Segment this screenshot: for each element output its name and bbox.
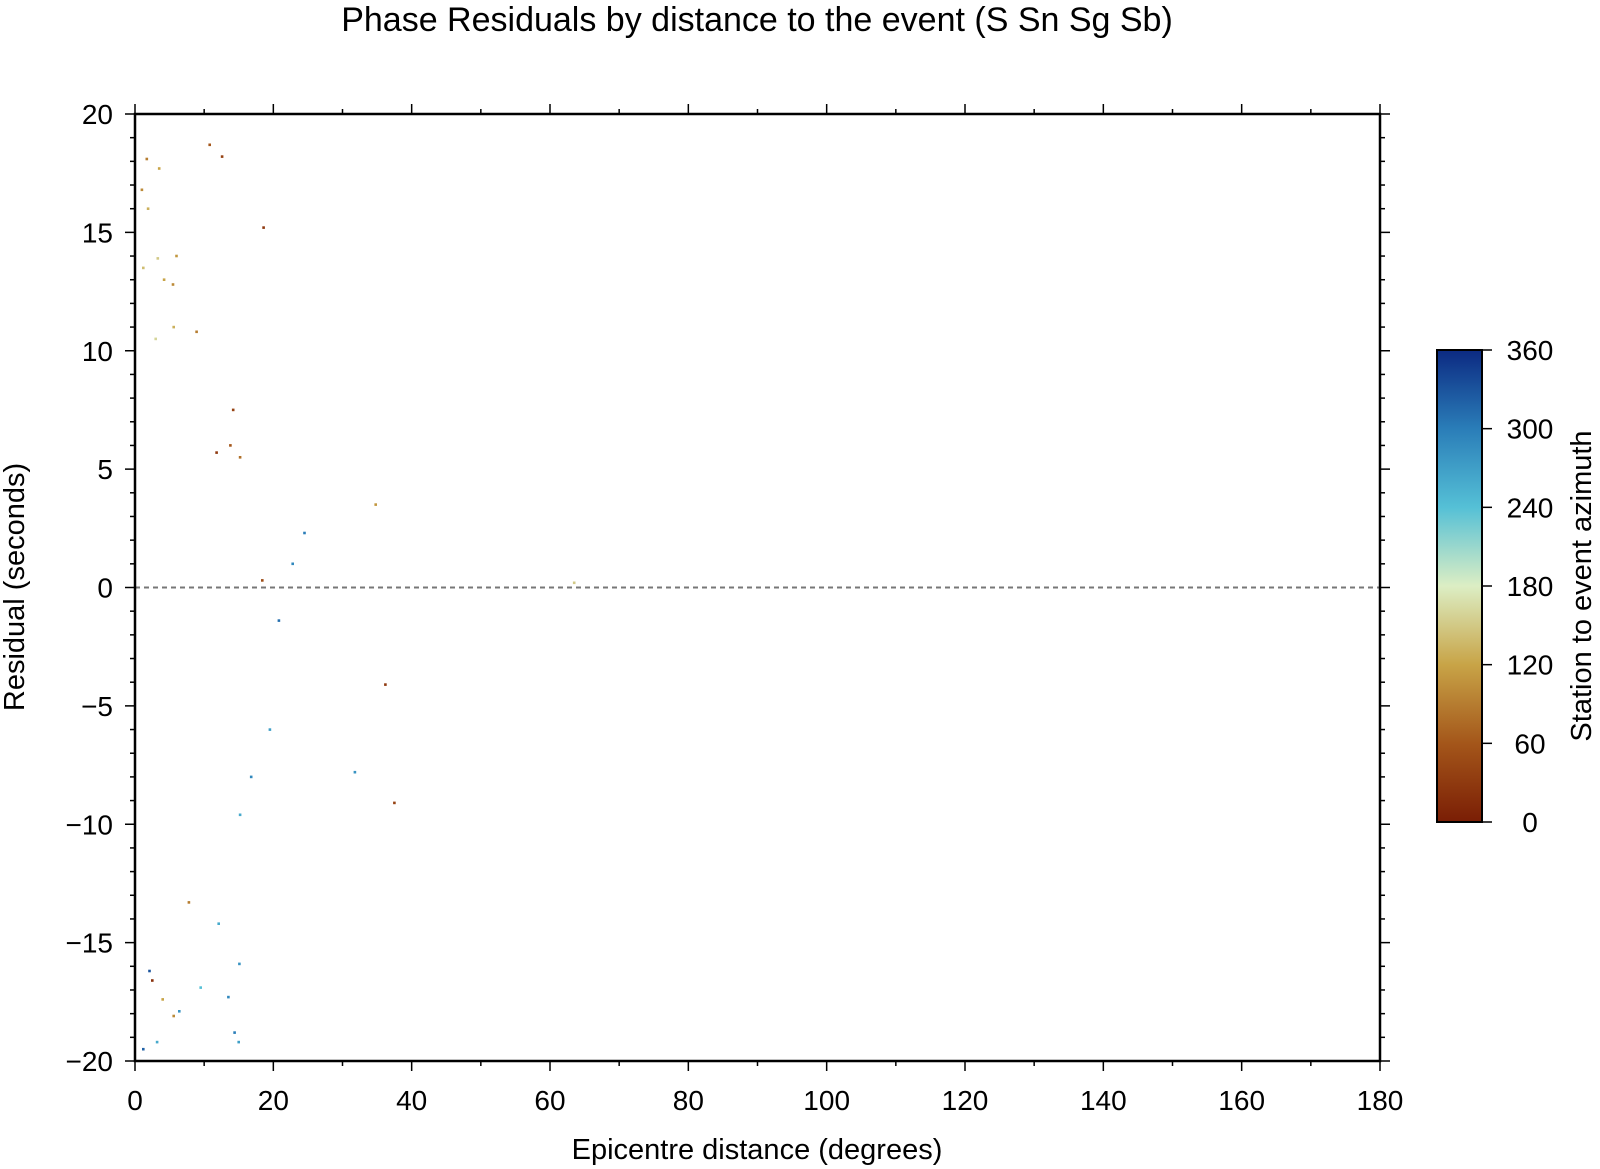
data-point <box>231 408 235 412</box>
data-point <box>374 503 377 506</box>
data-point <box>384 683 387 686</box>
data-point <box>238 962 241 966</box>
x-tick-label: 60 <box>534 1085 565 1116</box>
x-tick-label: 20 <box>258 1085 289 1116</box>
data-point <box>199 986 202 989</box>
data-point <box>233 1031 236 1034</box>
y-tick-label: 0 <box>97 573 113 604</box>
data-point <box>161 998 164 1001</box>
chart-title: Phase Residuals by distance to the event… <box>341 1 1173 39</box>
data-point <box>154 337 157 341</box>
data-point <box>229 444 232 447</box>
colorbar-tick-label: 360 <box>1507 335 1554 366</box>
data-point <box>353 770 357 774</box>
data-point <box>268 728 272 731</box>
data-point <box>142 266 145 270</box>
x-tick-label: 100 <box>803 1085 850 1116</box>
data-point <box>140 188 144 192</box>
colorbar-tick-label: 0 <box>1522 807 1538 838</box>
data-points <box>140 143 576 1051</box>
data-point <box>155 1040 159 1044</box>
y-tick-label: −15 <box>66 928 114 959</box>
y-axis-title: Residual (seconds) <box>0 463 31 711</box>
x-tick-label: 80 <box>673 1085 704 1116</box>
axes: 0 20 40 60 80 100 120 140 160 180 −20 −15 −10 −5 0 5 10 1… <box>66 99 1404 1116</box>
data-point <box>277 619 281 622</box>
colorbar-tick-label: 240 <box>1507 492 1554 523</box>
data-point <box>227 995 230 999</box>
data-point <box>262 226 265 229</box>
data-point <box>171 283 175 286</box>
data-point <box>195 330 198 334</box>
data-point <box>172 1014 175 1018</box>
data-point <box>237 1040 240 1044</box>
y-tick-label: 15 <box>82 217 113 248</box>
data-point <box>162 278 166 281</box>
colorbar-tick-label: 300 <box>1507 414 1554 445</box>
colorbar-title: Station to event azimuth <box>1566 430 1598 741</box>
x-tick-label: 0 <box>127 1085 143 1116</box>
data-point <box>157 167 161 170</box>
data-point <box>261 579 264 582</box>
colorbar-ticks: 0 60 120 180 240 300 360 <box>1482 335 1553 838</box>
data-point <box>187 901 191 904</box>
data-point <box>238 456 242 459</box>
data-point <box>208 143 211 147</box>
data-point <box>215 451 218 454</box>
data-point <box>146 207 150 210</box>
x-tick-label: 40 <box>396 1085 427 1116</box>
x-tick-label: 160 <box>1218 1085 1265 1116</box>
y-tick-label: −10 <box>66 809 114 840</box>
x-tick-label: 120 <box>942 1085 989 1116</box>
colorbar <box>1436 349 1483 823</box>
data-point <box>303 531 306 535</box>
data-point <box>572 581 576 585</box>
data-point <box>156 257 160 260</box>
data-point <box>145 157 149 161</box>
colorbar-tick-label: 60 <box>1514 728 1545 759</box>
data-point <box>393 801 396 805</box>
y-tick-label: 10 <box>82 336 113 367</box>
colorbar-tick-label: 180 <box>1507 571 1554 602</box>
y-tick-label: 20 <box>82 99 113 130</box>
data-point <box>148 969 151 973</box>
data-point <box>142 1047 145 1051</box>
x-axis-title: Epicentre distance (degrees) <box>572 1134 943 1166</box>
data-point <box>249 775 253 779</box>
colorbar-tick-label: 120 <box>1507 650 1554 681</box>
y-tick-label: 5 <box>97 454 113 485</box>
x-tick-label: 140 <box>1080 1085 1127 1116</box>
y-tick-label: −20 <box>66 1046 114 1077</box>
data-point <box>291 562 294 566</box>
data-point <box>238 813 242 817</box>
data-point <box>151 979 154 982</box>
data-point <box>178 1010 181 1013</box>
data-point <box>217 922 220 925</box>
x-tick-label: 180 <box>1357 1085 1404 1116</box>
data-point <box>220 155 224 158</box>
data-point <box>172 325 175 329</box>
y-tick-label: −5 <box>81 691 113 722</box>
data-point <box>175 254 178 258</box>
